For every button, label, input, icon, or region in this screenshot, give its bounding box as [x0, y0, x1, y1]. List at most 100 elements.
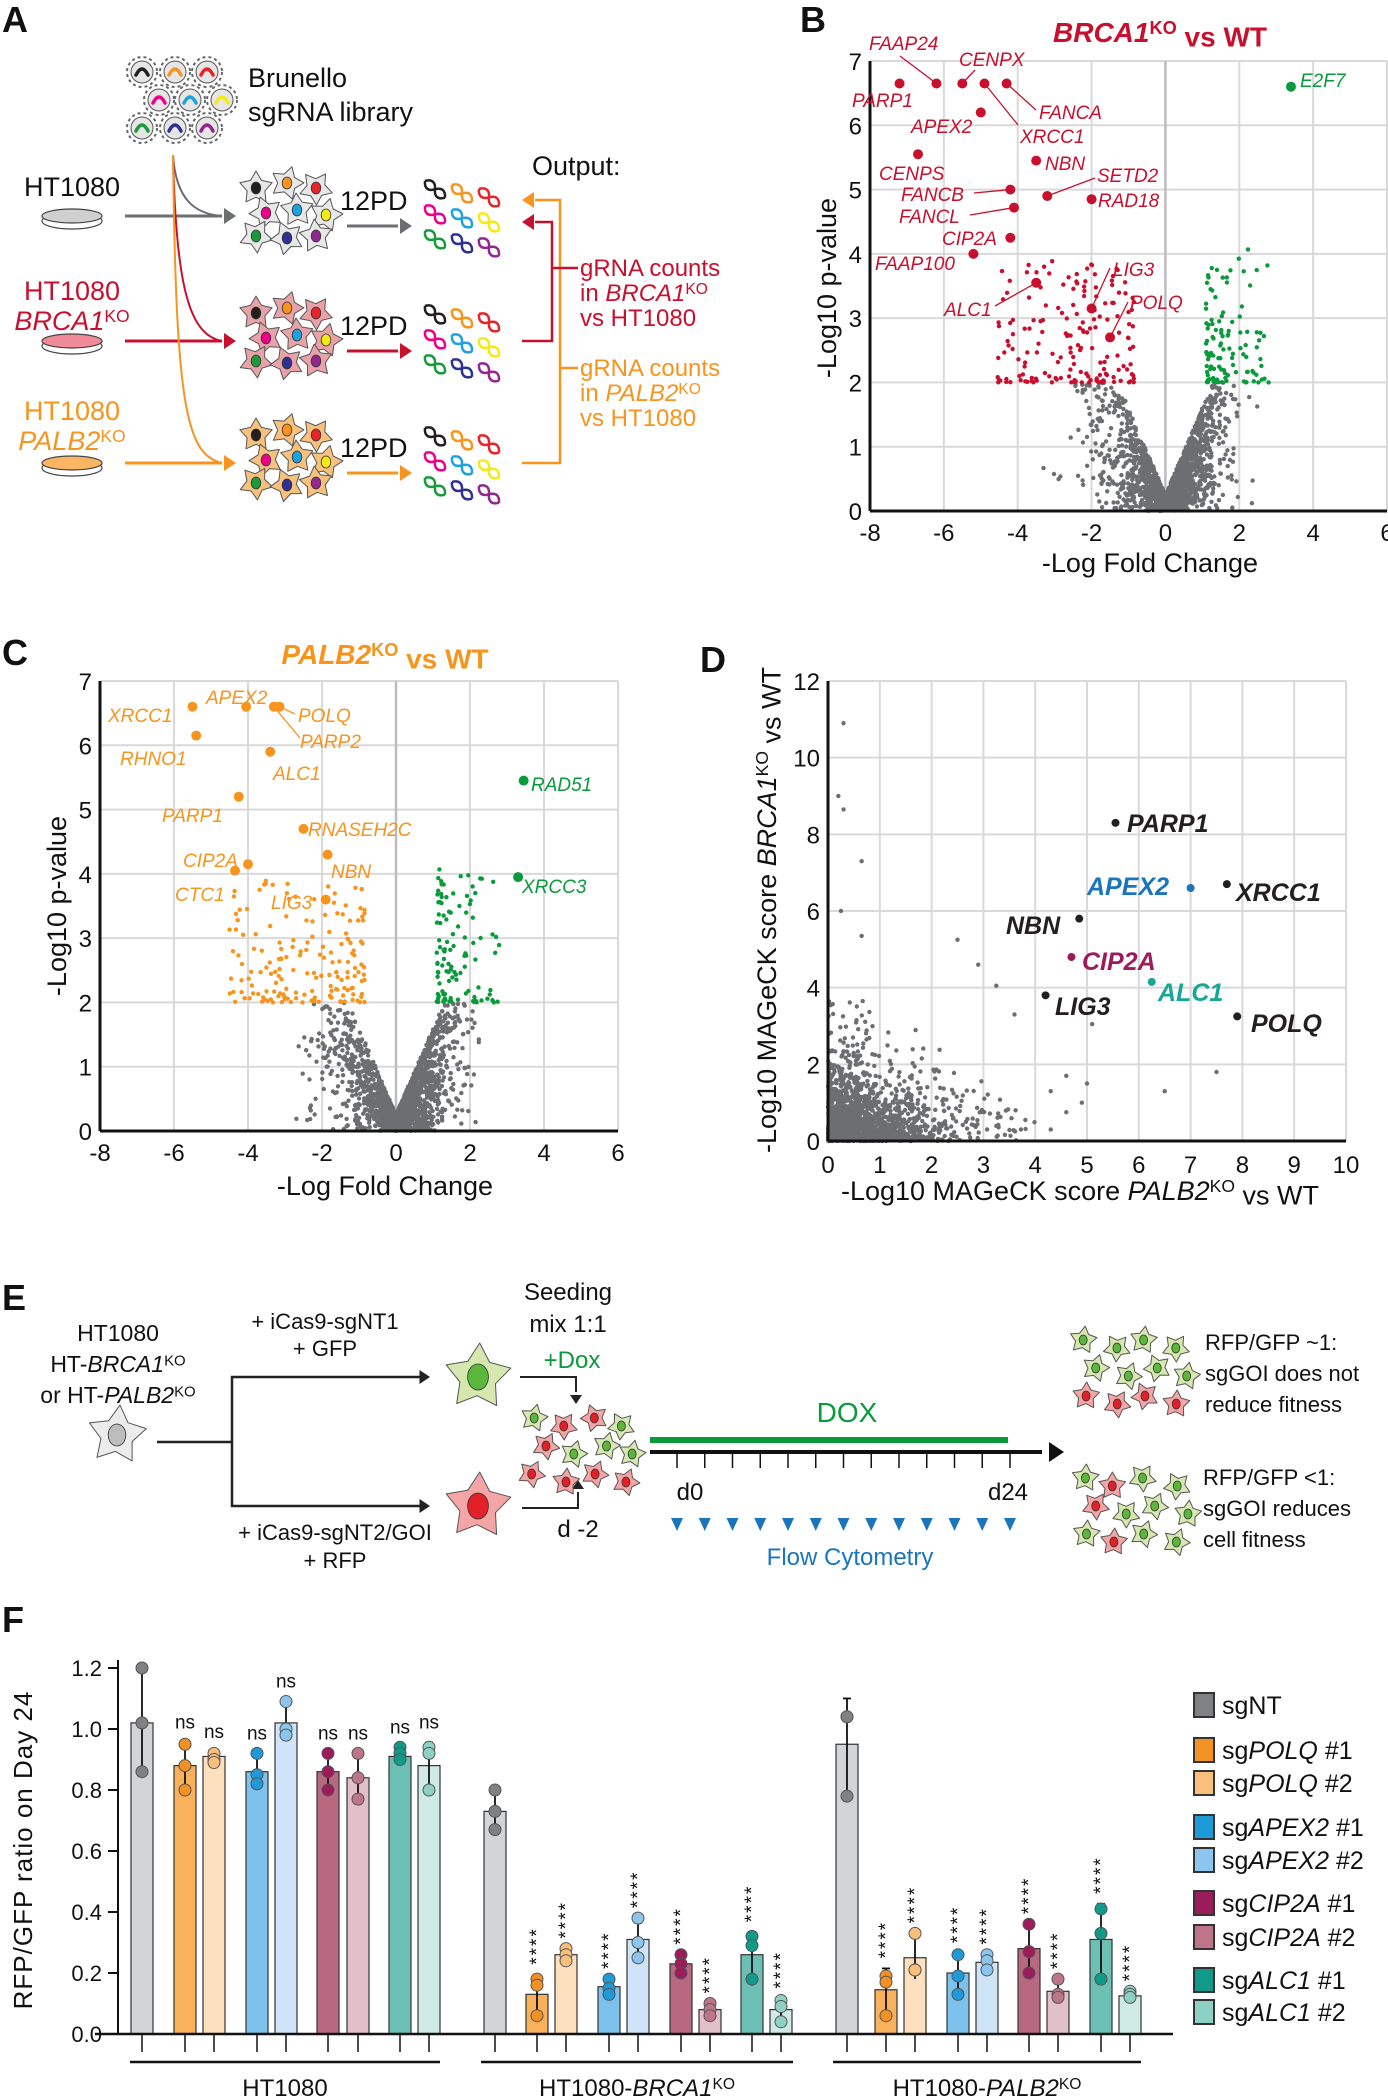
background-point [329, 1068, 335, 1074]
gene-point-xrcc3 [513, 872, 524, 883]
panel-label-a: A [2, 0, 28, 40]
background-point [1209, 415, 1214, 421]
background-point [435, 1094, 440, 1099]
cell-icon [299, 173, 333, 206]
cell-nucleus [250, 181, 262, 195]
background-point [1205, 397, 1210, 402]
background-point [440, 1078, 445, 1083]
background-point [1197, 479, 1202, 485]
depleted-point [1007, 278, 1012, 283]
depleted-point [291, 938, 296, 943]
enriched-point [473, 957, 478, 962]
depleted-point [331, 900, 337, 905]
enriched-point [455, 997, 461, 1002]
background-point [912, 1064, 917, 1069]
gene-label-cip2a: CIP2A [183, 851, 238, 872]
panel-label-f: F [2, 1599, 24, 1640]
background-point [1155, 478, 1160, 483]
background-point [455, 1107, 460, 1112]
depleted-point [1034, 350, 1040, 355]
background-point [850, 1043, 855, 1048]
depleted-point [253, 932, 258, 937]
background-point [415, 1100, 420, 1106]
background-point [1178, 475, 1183, 480]
background-point [377, 1116, 383, 1121]
cell-icon [299, 298, 333, 331]
depleted-point [345, 975, 350, 980]
depleted-point [1050, 259, 1055, 264]
background-point [1131, 497, 1136, 502]
depleted-point [268, 971, 274, 976]
enriched-point [464, 893, 470, 899]
depleted-point [267, 960, 272, 965]
enriched-point [436, 996, 441, 1001]
background-point [455, 1062, 460, 1067]
depleted-point [353, 885, 358, 890]
enriched-point [1213, 327, 1219, 333]
sgrna-arc [134, 123, 150, 133]
dna-strand [450, 209, 474, 227]
depleted-point [247, 996, 252, 1001]
x-tick-label: 6 [1380, 520, 1388, 547]
leader-line [899, 55, 937, 85]
depleted-point [335, 911, 340, 916]
background-point [1198, 461, 1204, 466]
x-tick-label: -4 [237, 1140, 258, 1167]
background-point [347, 1037, 352, 1043]
cell-icon [272, 291, 305, 325]
virus-capsid [159, 56, 191, 88]
enriched-point [435, 892, 440, 897]
background-point [459, 1121, 464, 1126]
background-point [340, 1067, 345, 1073]
background-point [434, 1078, 439, 1083]
background-point [860, 998, 865, 1004]
depleted-point [248, 969, 254, 974]
background-point [401, 1098, 406, 1103]
virus-capsid [143, 84, 175, 116]
background-point [418, 1096, 423, 1101]
enriched-point [444, 895, 449, 900]
enriched-point [471, 998, 476, 1004]
population-doublings-label: 12PD [340, 186, 408, 216]
depleted-point [233, 927, 239, 932]
background-point [1200, 416, 1205, 421]
text-run: vs HT1080 [580, 405, 696, 432]
superscript: KO [1149, 18, 1176, 38]
background-point [451, 1081, 456, 1087]
enriched-point [1238, 346, 1243, 351]
background-point [1125, 421, 1130, 426]
background-point [423, 1053, 428, 1059]
depleted-point [240, 932, 246, 937]
background-point [308, 1108, 313, 1113]
palb2-output-text: gRNA counts [580, 355, 720, 382]
background-point [1229, 473, 1234, 478]
enriched-point [487, 992, 492, 997]
background-point [1194, 504, 1200, 509]
enriched-point [1258, 356, 1263, 362]
x-tick-label: -8 [859, 520, 880, 547]
background-point [366, 1120, 372, 1126]
cell-icon [299, 420, 333, 453]
background-point [1194, 469, 1199, 474]
background-point [1235, 414, 1240, 419]
gene-label-ctc1: CTC1 [175, 885, 225, 906]
background-point [845, 1043, 850, 1049]
depleted-point [1075, 343, 1081, 348]
background-point [369, 1087, 374, 1092]
cell-nucleus [320, 333, 332, 347]
depleted-point [305, 940, 310, 945]
background-point [296, 1044, 301, 1049]
background-point [1231, 451, 1236, 457]
background-point [1234, 410, 1239, 415]
background-point [1192, 438, 1197, 443]
background-point [1152, 491, 1158, 497]
y-tick-label: 0 [849, 499, 862, 526]
cell-nucleus [281, 301, 293, 315]
background-point [1076, 427, 1081, 432]
depleted-point [1078, 369, 1084, 375]
background-point [1185, 499, 1191, 504]
background-point [420, 1075, 426, 1081]
background-point [358, 1053, 363, 1058]
